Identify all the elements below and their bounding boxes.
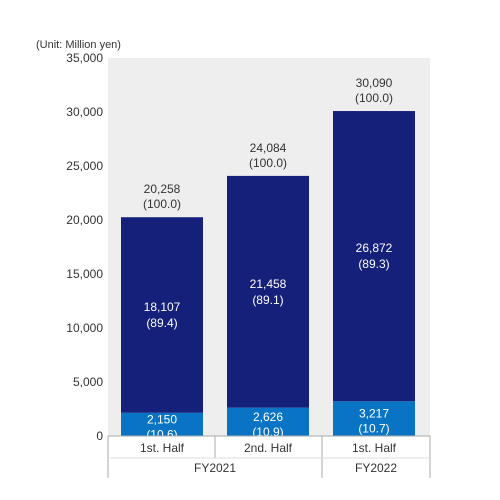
x-group-label: FY2021 (194, 461, 236, 475)
total-label-value: 30,090 (356, 76, 393, 90)
data-label-share: (89.4) (146, 316, 177, 330)
data-label-share: (10.9) (252, 425, 283, 439)
bar-segment-lower (333, 401, 415, 436)
data-label-value: 3,217 (359, 407, 389, 421)
bar-segment-upper (333, 111, 415, 402)
x-category-label: 2nd. Half (244, 441, 293, 455)
x-group-label: FY2022 (355, 461, 397, 475)
y-tick-label: 30,000 (66, 105, 103, 119)
bar-segment-lower (227, 407, 309, 436)
y-tick-label: 0 (96, 429, 103, 443)
y-axis: 0 5,000 10,000 15,000 20,000 25,000 30,000 35,0… (66, 51, 103, 443)
total-label-share: (100.0) (143, 197, 181, 211)
data-label-value: 26,872 (356, 241, 393, 255)
data-label-share: (89.1) (252, 293, 283, 307)
data-label-value: 2,150 (147, 412, 177, 426)
total-label-value: 20,258 (144, 182, 181, 196)
total-label-value: 24,084 (250, 141, 287, 155)
y-tick-label: 25,000 (66, 159, 103, 173)
data-label-value: 21,458 (250, 277, 287, 291)
bars (121, 111, 415, 436)
bar-segment-upper (227, 175, 309, 408)
total-label-share: (100.0) (249, 156, 287, 170)
x-axis: 1st. Half 2nd. Half 1st. Half FY2021 FY2022 (107, 435, 431, 478)
data-label-value: 2,626 (253, 410, 283, 424)
data-label-value: 18,107 (144, 300, 181, 314)
y-tick-label: 20,000 (66, 213, 103, 227)
data-label-share: (10.6) (146, 427, 177, 441)
y-tick-label: 5,000 (73, 375, 103, 389)
x-category-label: 1st. Half (352, 441, 397, 455)
x-category-label: 1st. Half (140, 441, 185, 455)
bar-segment-upper (121, 217, 203, 413)
bar-segment-lower (121, 412, 203, 436)
y-tick-label: 15,000 (66, 267, 103, 281)
unit-label: (Unit: Million yen) (36, 39, 121, 51)
y-tick-label: 10,000 (66, 321, 103, 335)
total-label-share: (100.0) (355, 91, 393, 105)
data-label-share: (89.3) (358, 257, 389, 271)
y-tick-label: 35,000 (66, 51, 103, 65)
data-label-share: (10.7) (358, 422, 389, 436)
data-labels: 18,107(89.4)2,150(10.6)20,258(100.0)21,4… (143, 76, 393, 441)
